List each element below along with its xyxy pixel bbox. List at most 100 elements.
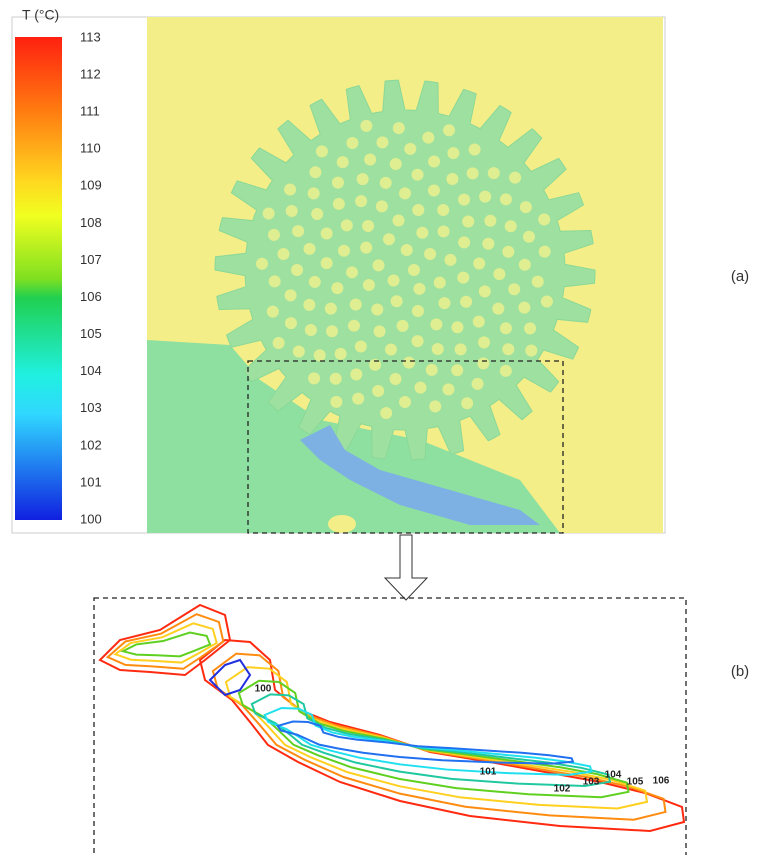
texture-spot [438, 297, 451, 310]
texture-spot [509, 171, 522, 184]
texture-spot [392, 214, 405, 227]
texture-spot [403, 356, 416, 369]
panel-label: (a) [731, 268, 749, 285]
texture-spot [430, 318, 443, 331]
texture-spot [292, 225, 305, 238]
colorbar-tick-label: 105 [80, 326, 102, 341]
texture-spot [375, 200, 388, 213]
texture-spot [407, 264, 420, 276]
colorbar-tick-label: 112 [80, 67, 101, 82]
texture-spot [473, 257, 486, 270]
texture-spot [392, 122, 405, 135]
colorbar-tick-label: 106 [80, 289, 102, 304]
texture-spot [326, 325, 339, 338]
texture-spot [460, 295, 473, 308]
temperature-image [147, 17, 663, 533]
texture-spot [350, 368, 363, 381]
texture-spot [277, 247, 290, 260]
contour-label: 100 [255, 684, 272, 695]
panel-label: (b) [731, 663, 749, 680]
texture-spot [524, 322, 537, 335]
texture-spot [427, 184, 440, 197]
colorbar [15, 37, 62, 520]
texture-spot [396, 319, 409, 332]
texture-spot [466, 167, 479, 180]
texture-spot [340, 219, 353, 232]
contour-label: 101 [480, 767, 497, 778]
texture-spot [389, 157, 402, 170]
texture-spot [504, 220, 517, 233]
texture-spot [304, 323, 317, 336]
texture-spot [462, 215, 475, 228]
texture-spot [399, 187, 411, 200]
texture-spot [320, 257, 333, 270]
colorbar-tick-label: 107 [80, 252, 102, 267]
texture-spot [399, 396, 411, 409]
zoom-box [247, 360, 564, 534]
colorbar-title: T (°C) [22, 7, 59, 23]
texture-spot [446, 172, 459, 185]
texture-spot [360, 119, 373, 132]
texture-spot [508, 283, 521, 296]
texture-spot [303, 242, 316, 255]
texture-spot [355, 195, 368, 208]
texture-spot [525, 344, 538, 357]
texture-spot [472, 315, 485, 328]
texture-spot [356, 173, 369, 186]
colorbar-tick-label: 109 [80, 178, 102, 193]
texture-spot [332, 197, 345, 210]
warm-spot [328, 515, 356, 533]
texture-spot [379, 176, 392, 189]
texture-spot [540, 295, 553, 308]
texture-spot [442, 383, 455, 396]
texture-spot [372, 384, 385, 397]
texture-spot [291, 264, 304, 276]
colorbar-tick-label: 103 [80, 400, 102, 415]
arrow [383, 534, 429, 601]
texture-spot [458, 236, 471, 249]
contour-line [113, 622, 218, 664]
contour-line [208, 658, 252, 697]
texture-spot [309, 166, 322, 179]
texture-spot [360, 241, 373, 254]
texture-spot [404, 142, 417, 155]
texture-spot [522, 230, 535, 243]
texture-spot [538, 213, 551, 226]
texture-spot [307, 187, 320, 200]
colorbar-tick-label: 101 [80, 474, 102, 489]
texture-spot [502, 245, 515, 258]
texture-spot [492, 302, 505, 315]
texture-spot [433, 276, 446, 289]
colorbar-tick-label: 104 [80, 363, 102, 378]
contours: 100 101 102 103 104 105 106 [98, 603, 686, 833]
colorbar-tick-label: 113 [80, 29, 101, 44]
texture-spot [337, 244, 350, 257]
texture-spot [429, 400, 442, 413]
texture-spot [443, 124, 456, 137]
particle [214, 79, 596, 461]
texture-spot [493, 268, 506, 281]
texture-spot [411, 168, 424, 181]
colorbar-tick-label: 100 [80, 511, 102, 526]
texture-spot [518, 258, 531, 271]
texture-spot [390, 295, 403, 308]
contour-line [120, 631, 212, 658]
texture-spot [414, 381, 427, 394]
texture-spot [431, 343, 444, 356]
texture-spot [334, 347, 347, 360]
texture-spot [272, 336, 285, 349]
texture-spot [416, 226, 429, 239]
texture-spot [389, 373, 402, 386]
contour-line [98, 603, 232, 677]
texture-spot [411, 335, 424, 348]
texture-spot [422, 131, 435, 144]
texture-spot [413, 282, 426, 295]
texture-spot [262, 207, 275, 220]
texture-spot [380, 407, 393, 420]
texture-spot [382, 233, 395, 246]
texture-spot [268, 275, 281, 288]
texture-spot [362, 220, 375, 233]
colorbar-tick-label: 108 [80, 215, 102, 230]
contour-label: 102 [554, 784, 571, 795]
